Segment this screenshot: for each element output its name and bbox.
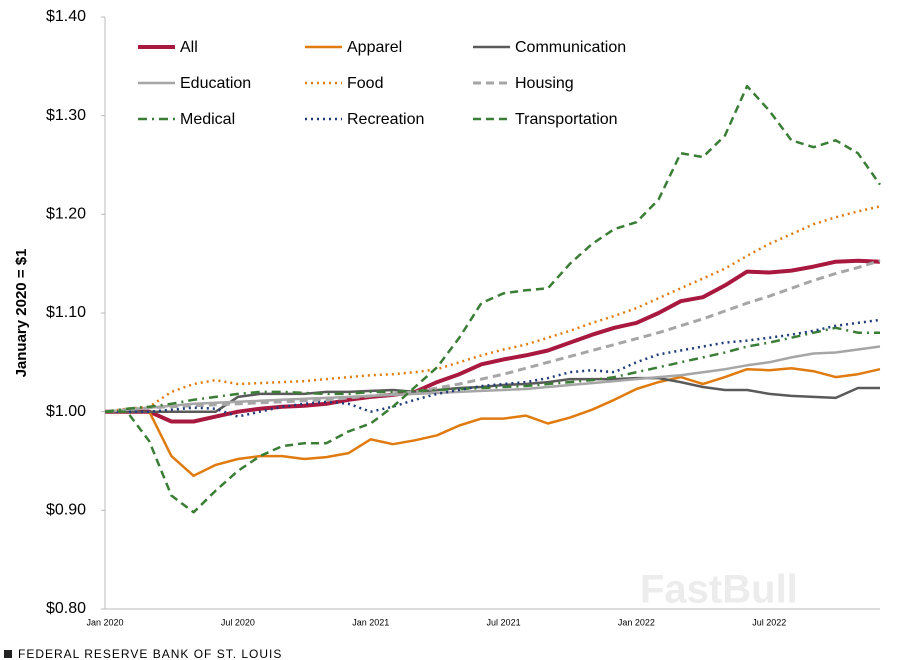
y-tick-label: $0.80	[46, 600, 86, 617]
series-line	[104, 345, 881, 413]
x-tick-label: Jul 2022	[752, 617, 786, 627]
y-tick-label: $1.00	[46, 403, 86, 420]
series-line	[104, 259, 881, 414]
legend-label: Apparel	[347, 39, 402, 56]
legend-label: Food	[347, 75, 383, 92]
x-tick-label: Jul 2020	[221, 617, 255, 627]
watermark: FastBull	[640, 568, 798, 612]
series-line	[105, 84, 882, 514]
x-tick-label: Jan 2020	[86, 617, 123, 627]
y-tick-label: $1.30	[46, 107, 86, 124]
x-tick-label: Jul 2021	[487, 617, 521, 627]
legend-label: Medical	[180, 111, 235, 128]
x-tick-label: Jan 2022	[618, 617, 655, 627]
legend-label: Education	[180, 75, 251, 92]
series-line	[105, 376, 880, 413]
source-icon	[4, 650, 12, 658]
legend-label: All	[180, 39, 198, 56]
legend-label: Communication	[515, 39, 626, 56]
y-tick-label: $1.40	[46, 8, 86, 25]
legend-label: Housing	[515, 75, 574, 92]
y-tick-label: $0.90	[46, 502, 86, 519]
x-tick-label: Jan 2021	[352, 617, 389, 627]
series-line	[104, 326, 880, 413]
legend-label: Transportation	[515, 111, 618, 128]
series-line	[104, 205, 881, 413]
source: FEDERAL RESERVE BANK OF ST. LOUIS	[18, 647, 282, 660]
series-line	[105, 258, 881, 424]
y-tick-label: $1.20	[46, 206, 86, 223]
series-line	[105, 367, 881, 478]
y-tick-label: $1.10	[46, 304, 86, 321]
legend-label: Recreation	[347, 111, 424, 128]
y-axis-label: January 2020 = $1	[13, 249, 30, 378]
